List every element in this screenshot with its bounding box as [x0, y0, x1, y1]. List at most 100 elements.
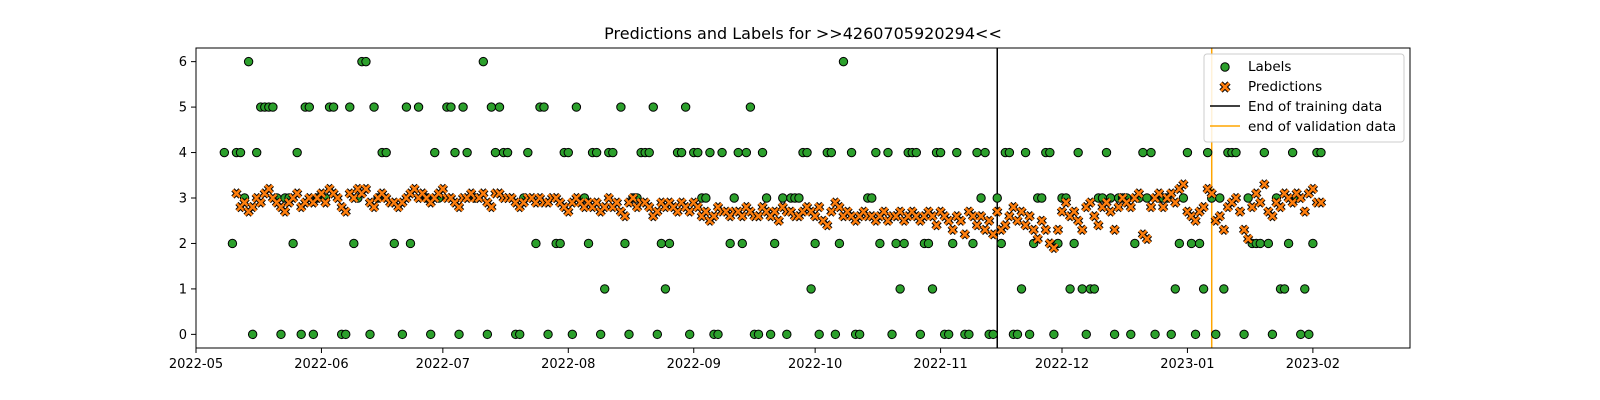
- x-tick-label: 2022-08: [541, 357, 595, 372]
- legend-validation-text: end of validation data: [1248, 119, 1396, 135]
- prediction-point: [992, 206, 1003, 217]
- prediction-point: [1048, 242, 1060, 254]
- prediction-point: [619, 211, 631, 222]
- label-point: [826, 147, 837, 158]
- label-point: [454, 329, 464, 340]
- label-point: [794, 193, 804, 203]
- label-point: [664, 238, 675, 249]
- label-point: [1259, 147, 1270, 158]
- legend-labels-text: Labels: [1248, 59, 1291, 75]
- label-point: [1255, 238, 1265, 249]
- legend: Labels Predictions End of training data …: [1203, 53, 1405, 143]
- prediction-point: [894, 206, 906, 217]
- prediction-point: [1315, 197, 1327, 208]
- label-point: [846, 147, 857, 158]
- prediction-point: [1020, 220, 1031, 231]
- legend-training-text: End of training data: [1248, 99, 1382, 115]
- label-point: [927, 284, 938, 294]
- prediction-point: [1230, 192, 1242, 204]
- prediction-point: [563, 206, 574, 217]
- prediction-point: [988, 229, 999, 240]
- label-point: [1190, 329, 1201, 340]
- prediction-point: [652, 206, 663, 217]
- label-point: [1279, 284, 1290, 294]
- x-tick-label: 2022-09: [667, 357, 721, 372]
- label-point: [478, 56, 489, 67]
- label-point: [595, 329, 606, 340]
- prediction-point: [437, 183, 449, 195]
- y-tick-label: 4: [179, 146, 187, 161]
- prediction-point: [267, 192, 279, 204]
- label-point: [490, 147, 501, 158]
- label-point: [923, 238, 934, 249]
- label-point: [430, 147, 440, 158]
- label-point: [972, 147, 982, 158]
- label-point: [935, 147, 946, 158]
- prediction-point: [1238, 224, 1250, 235]
- prediction-point: [611, 197, 623, 208]
- label-point: [753, 329, 764, 340]
- label-point: [1081, 329, 1091, 340]
- label-point: [539, 102, 549, 112]
- prediction-point: [814, 201, 825, 213]
- prediction-point: [255, 197, 266, 208]
- label-point: [717, 147, 727, 158]
- prediction-point: [684, 206, 695, 217]
- prediction-point: [1073, 215, 1084, 226]
- prediction-point: [247, 201, 258, 213]
- label-point: [600, 284, 610, 294]
- label-point: [1138, 147, 1148, 158]
- prediction-point: [1125, 201, 1136, 213]
- prediction-point: [283, 197, 295, 208]
- prediction-point: [360, 183, 372, 195]
- label-point: [968, 238, 978, 249]
- prediction-point: [1056, 206, 1068, 217]
- label-point: [397, 329, 408, 340]
- prediction-point: [1251, 188, 1262, 199]
- prediction-point: [1141, 233, 1153, 245]
- label-point: [1089, 284, 1100, 294]
- prediction-point: [708, 211, 720, 222]
- prediction-point: [1068, 206, 1080, 217]
- prediction-point: [959, 229, 971, 240]
- label-point: [616, 102, 626, 112]
- label-point: [765, 329, 776, 340]
- label-point: [235, 147, 246, 158]
- label-point: [761, 193, 772, 203]
- label-point: [583, 238, 594, 249]
- label-point: [895, 284, 905, 294]
- prediction-point: [644, 201, 655, 213]
- label-point: [883, 147, 893, 158]
- prediction-point: [878, 206, 890, 217]
- prediction-point: [773, 215, 784, 226]
- prediction-point: [1218, 224, 1230, 235]
- prediction-point: [955, 215, 966, 226]
- label-point: [555, 238, 565, 249]
- label-point: [543, 329, 553, 340]
- predictions-series: [231, 179, 1327, 254]
- prediction-point: [1242, 233, 1254, 245]
- prediction-point: [1008, 201, 1019, 213]
- prediction-point: [1101, 197, 1112, 208]
- label-point: [349, 238, 359, 249]
- label-point: [296, 329, 306, 340]
- label-point: [608, 147, 618, 158]
- prediction-point: [1153, 188, 1165, 199]
- prediction-point: [700, 206, 712, 217]
- prediction-point: [1178, 179, 1189, 190]
- x-tick-label: 2022-11: [913, 357, 967, 372]
- label-point: [227, 238, 238, 249]
- prediction-point: [332, 192, 343, 204]
- label-point: [867, 193, 877, 203]
- prediction-point: [1214, 211, 1225, 222]
- prediction-point: [316, 188, 327, 199]
- label-point: [381, 147, 391, 158]
- label-point: [1211, 329, 1221, 340]
- y-tick-label: 0: [179, 328, 187, 343]
- label-point: [450, 147, 460, 158]
- label-point: [656, 238, 667, 249]
- prediction-point: [1234, 206, 1246, 217]
- prediction-point: [809, 211, 821, 222]
- label-point: [887, 329, 897, 340]
